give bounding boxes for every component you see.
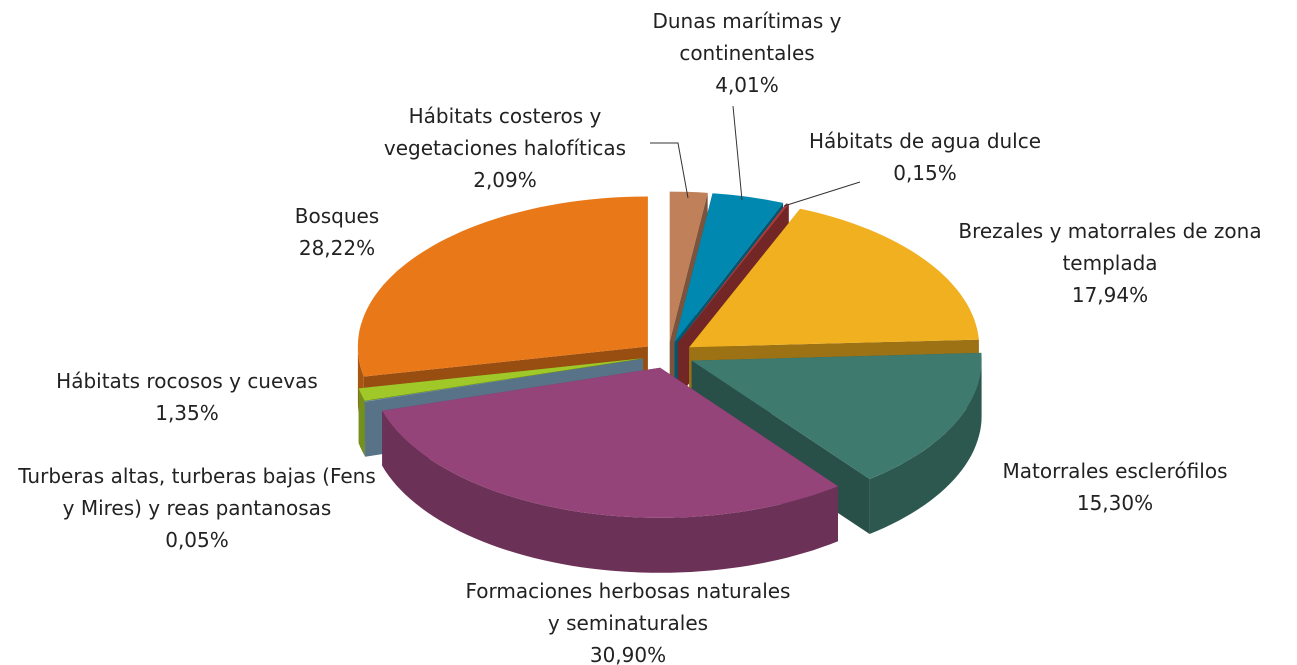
- slice-label: Brezales y matorrales de zona templada 17…: [920, 215, 1297, 311]
- value-label: 0,15%: [893, 161, 957, 185]
- slice-top: [364, 358, 644, 402]
- slice-label: Turberas altas, turberas bajas (Fens y M…: [12, 460, 382, 556]
- category-label: Dunas marítimas y continentales: [652, 9, 842, 65]
- slice-label: Hábitats de agua dulce 0,15%: [775, 125, 1075, 189]
- slice-wall: [869, 360, 982, 534]
- value-label: 0,05%: [165, 528, 229, 552]
- leader-line: [650, 142, 689, 199]
- slice-top: [674, 193, 784, 342]
- category-label: Matorrales esclerófilos: [1002, 459, 1228, 483]
- category-label: Brezales y matorrales de zona templada: [958, 219, 1262, 275]
- value-label: 4,01%: [715, 73, 779, 97]
- category-label: Hábitats rocosos y cuevas: [56, 369, 318, 393]
- slice-top: [689, 208, 979, 348]
- slice-label: Hábitats costeros y vegetaciones halofít…: [350, 100, 660, 196]
- value-label: 17,94%: [1071, 283, 1149, 307]
- value-label: 15,30%: [1076, 491, 1154, 515]
- category-label: Turberas altas, turberas bajas (Fens y M…: [18, 464, 376, 520]
- slice-label: Matorrales esclerófilos 15,30%: [975, 455, 1255, 519]
- slice-label: Bosques 28,22%: [262, 200, 412, 264]
- slice-top: [691, 352, 982, 479]
- slice-top: [382, 367, 838, 518]
- leader-lines: [650, 105, 861, 207]
- slice: [382, 367, 838, 573]
- category-label: Hábitats costeros y vegetaciones halofít…: [383, 104, 627, 160]
- value-label: 30,90%: [589, 643, 667, 665]
- slice-top: [358, 358, 643, 401]
- slice-wall: [358, 388, 365, 456]
- slice-wall: [382, 410, 838, 573]
- slice-label: Hábitats rocosos y cuevas 1,35%: [17, 365, 357, 429]
- category-label: Formaciones herbosas naturales y seminat…: [465, 579, 791, 635]
- leader-line: [732, 105, 743, 201]
- slice-top: [357, 196, 648, 377]
- category-label: Bosques: [294, 204, 380, 228]
- leader-line: [783, 181, 861, 207]
- slice-label: Dunas marítimas y continentales 4,01%: [617, 5, 877, 101]
- slice-top: [677, 203, 789, 343]
- value-label: 1,35%: [155, 401, 219, 425]
- category-label: Hábitats de agua dulce: [808, 129, 1042, 153]
- slice-label: Formaciones herbosas naturales y seminat…: [458, 575, 798, 665]
- value-label: 28,22%: [298, 236, 376, 260]
- slice-top: [669, 191, 708, 342]
- value-label: 2,09%: [473, 168, 537, 192]
